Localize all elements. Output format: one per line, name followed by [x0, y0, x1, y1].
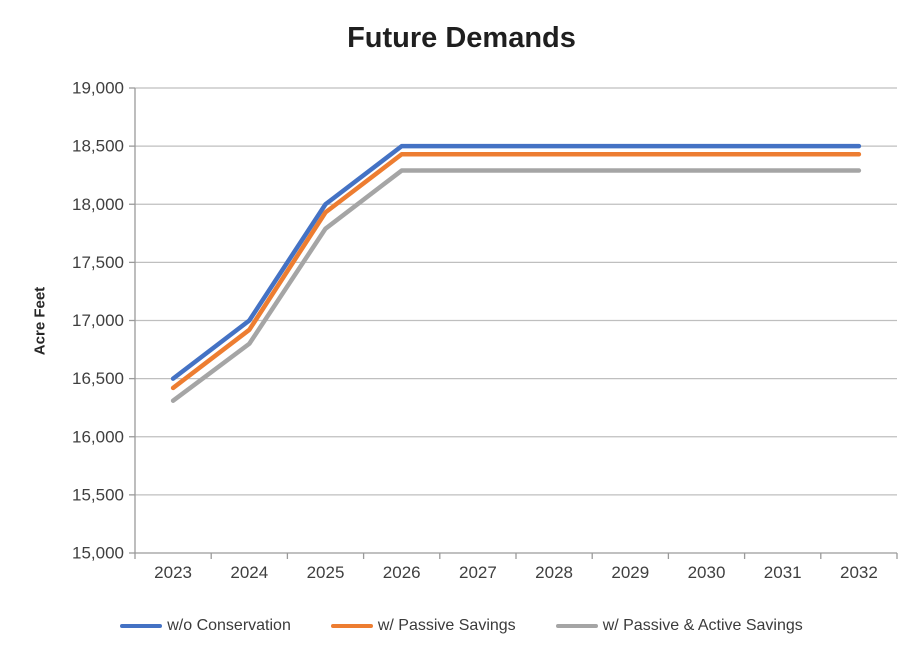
legend-swatch [120, 624, 163, 628]
y-tick-label: 15,000 [72, 544, 124, 563]
chart-title: Future Demands [347, 22, 576, 54]
y-tick-label: 17,500 [72, 253, 124, 272]
legend-item-0: w/o Conservation [120, 617, 291, 635]
x-tick-label: 2028 [535, 563, 573, 582]
legend: w/o Conservation w/ Passive Savings w/ Pas… [0, 617, 923, 635]
legend-item-2: w/ Passive & Active Savings [555, 617, 803, 635]
legend-label: w/o Conservation [167, 617, 291, 634]
legend-swatch [555, 624, 598, 628]
legend-item-1: w/ Passive Savings [330, 617, 516, 635]
legend-label: w/ Passive Savings [377, 617, 516, 634]
x-tick-label: 2030 [688, 563, 726, 582]
x-tick-label: 2031 [764, 563, 802, 582]
series-line-2 [170, 168, 862, 403]
x-tick-label: 2023 [154, 563, 192, 582]
y-tick-label: 18,500 [72, 137, 124, 156]
y-tick-label: 16,500 [72, 369, 124, 388]
x-tick-label: 2024 [230, 563, 268, 582]
series-line-0 [170, 143, 862, 381]
x-tick-label: 2027 [459, 563, 497, 582]
y-tick-label: 15,500 [72, 485, 124, 504]
y-tick-label: 19,000 [72, 79, 124, 98]
x-tick-label: 2026 [383, 563, 421, 582]
x-tick-label: 2025 [307, 563, 345, 582]
series-line-1 [170, 152, 862, 391]
y-tick-label: 18,000 [72, 195, 124, 214]
x-tick-label: 2032 [840, 563, 878, 582]
legend-swatch [330, 624, 373, 628]
y-tick-label: 17,000 [72, 311, 124, 330]
y-tick-label: 16,000 [72, 427, 124, 446]
x-tick-label: 2029 [611, 563, 649, 582]
legend-label: w/ Passive & Active Savings [602, 617, 803, 634]
